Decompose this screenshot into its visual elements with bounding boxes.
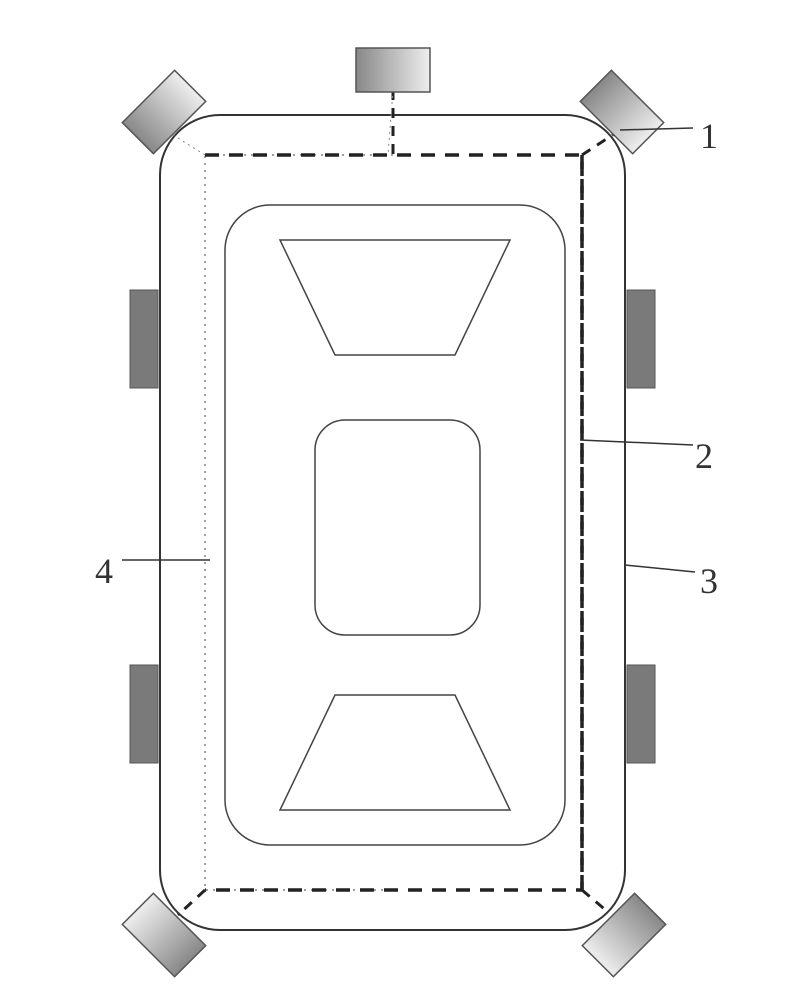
sunroof — [315, 420, 480, 635]
front-windshield — [280, 240, 510, 355]
camera-connector-dashed — [582, 890, 608, 912]
camera — [582, 893, 665, 976]
camera — [580, 70, 663, 153]
sensor-frame-dashed — [205, 155, 582, 890]
side-sensor — [130, 290, 158, 388]
camera-connector-dashed — [178, 890, 205, 915]
side-sensor — [627, 290, 655, 388]
label-1: 1 — [700, 115, 718, 157]
label-leader — [580, 440, 693, 445]
label-4: 4 — [95, 550, 113, 592]
camera — [356, 48, 430, 92]
camera — [122, 70, 205, 153]
label-2: 2 — [695, 435, 713, 477]
cabin-outline — [225, 205, 565, 845]
camera — [122, 893, 205, 976]
side-sensor — [130, 665, 158, 763]
label-3: 3 — [700, 560, 718, 602]
label-leader — [625, 565, 695, 572]
vehicle-sensor-diagram — [0, 0, 807, 1000]
rear-windshield — [280, 695, 510, 810]
side-sensor — [627, 665, 655, 763]
sensor-frame-dotted — [205, 155, 393, 890]
vehicle-outline — [160, 115, 625, 930]
